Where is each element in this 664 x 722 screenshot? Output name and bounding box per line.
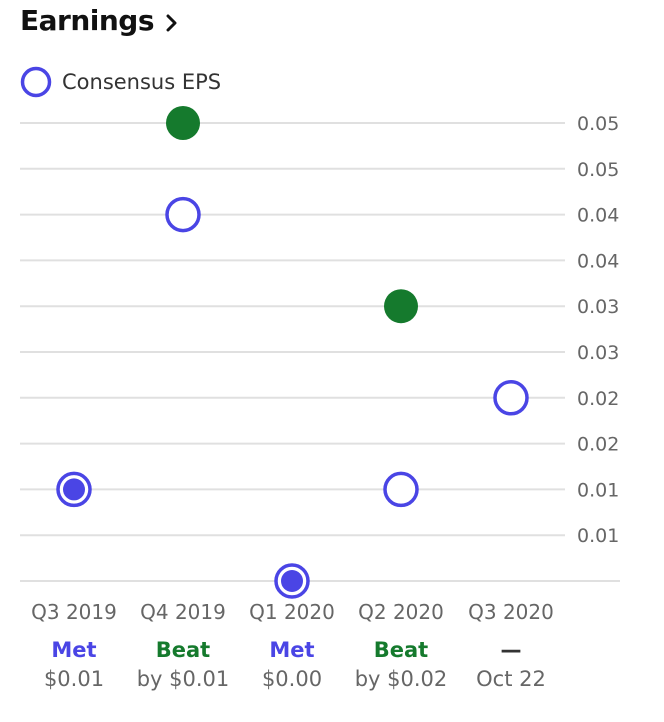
y-tick-label: 0.02 [577,434,619,456]
x-tick-label: Q4 2019 [140,600,226,624]
earnings-title[interactable]: Earnings [20,4,155,37]
legend-label-consensus: Consensus EPS [62,70,222,94]
chart-legend: Consensus EPS [20,66,221,98]
y-tick-label: 0.05 [577,159,619,181]
consensus-legend-icon [20,66,52,98]
x-tick-label: Q3 2020 [468,600,554,624]
earnings-header[interactable]: Earnings [20,4,178,37]
earnings-status: — [501,638,522,662]
y-tick-label: 0.03 [577,342,619,364]
earnings-detail: by $0.02 [355,667,448,691]
y-tick-label: 0.04 [577,250,619,272]
earnings-status: Beat [374,638,428,662]
chevron-right-icon[interactable] [166,14,178,32]
earnings-detail: $0.00 [262,667,322,691]
y-tick-label: 0.01 [577,525,619,547]
earnings-status: Met [51,638,96,662]
y-tick-label: 0.04 [577,205,619,227]
y-tick-label: 0.05 [577,113,619,135]
x-tick-label: Q3 2019 [31,600,117,624]
y-tick-label: 0.03 [577,296,619,318]
actual-eps-point[interactable] [281,570,303,592]
consensus-eps-point[interactable] [165,196,201,233]
y-tick-label: 0.02 [577,388,619,410]
actual-eps-point[interactable] [384,289,418,324]
consensus-eps-point[interactable] [493,380,529,416]
earnings-detail: $0.01 [44,667,104,691]
x-tick-label: Q1 2020 [249,600,335,624]
earnings-detail: by $0.01 [137,667,230,691]
consensus-eps-point[interactable] [383,471,419,508]
actual-eps-point[interactable] [63,478,85,501]
earnings-status: Met [269,638,314,662]
actual-eps-point[interactable] [166,106,200,140]
earnings-detail: Oct 22 [476,667,546,691]
x-tick-label: Q2 2020 [358,600,444,624]
y-tick-label: 0.01 [577,479,619,501]
earnings-status: Beat [156,638,210,662]
